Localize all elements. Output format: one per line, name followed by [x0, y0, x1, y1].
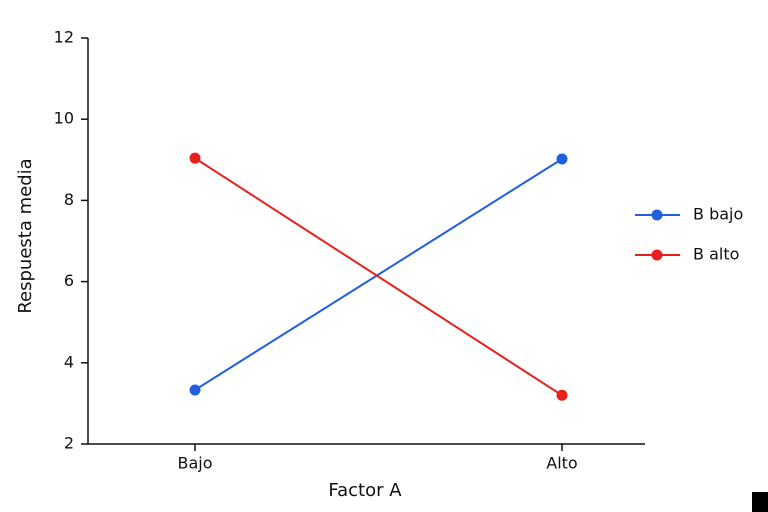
y-tick-label: 6	[64, 271, 74, 290]
data-point	[189, 152, 201, 164]
x-axis-label: Factor A	[328, 480, 402, 501]
y-tick-label: 2	[64, 434, 74, 453]
y-tick-label: 12	[54, 28, 74, 47]
legend-marker	[651, 209, 663, 221]
legend-marker	[651, 249, 663, 261]
data-point	[189, 384, 201, 396]
legend-label: B alto	[693, 245, 739, 264]
series-line	[194, 158, 563, 391]
data-point	[556, 389, 568, 401]
corner-mark	[752, 492, 768, 512]
y-tick-label: 8	[64, 190, 74, 209]
x-tick-label: Bajo	[177, 454, 212, 473]
x-tick-label: Alto	[546, 454, 577, 473]
y-tick-label: 4	[64, 352, 74, 371]
legend-label: B bajo	[693, 205, 743, 224]
series-line	[194, 157, 563, 397]
y-axis-label: Respuesta media	[15, 158, 36, 313]
y-tick-label: 10	[54, 109, 74, 128]
data-point	[556, 153, 568, 165]
